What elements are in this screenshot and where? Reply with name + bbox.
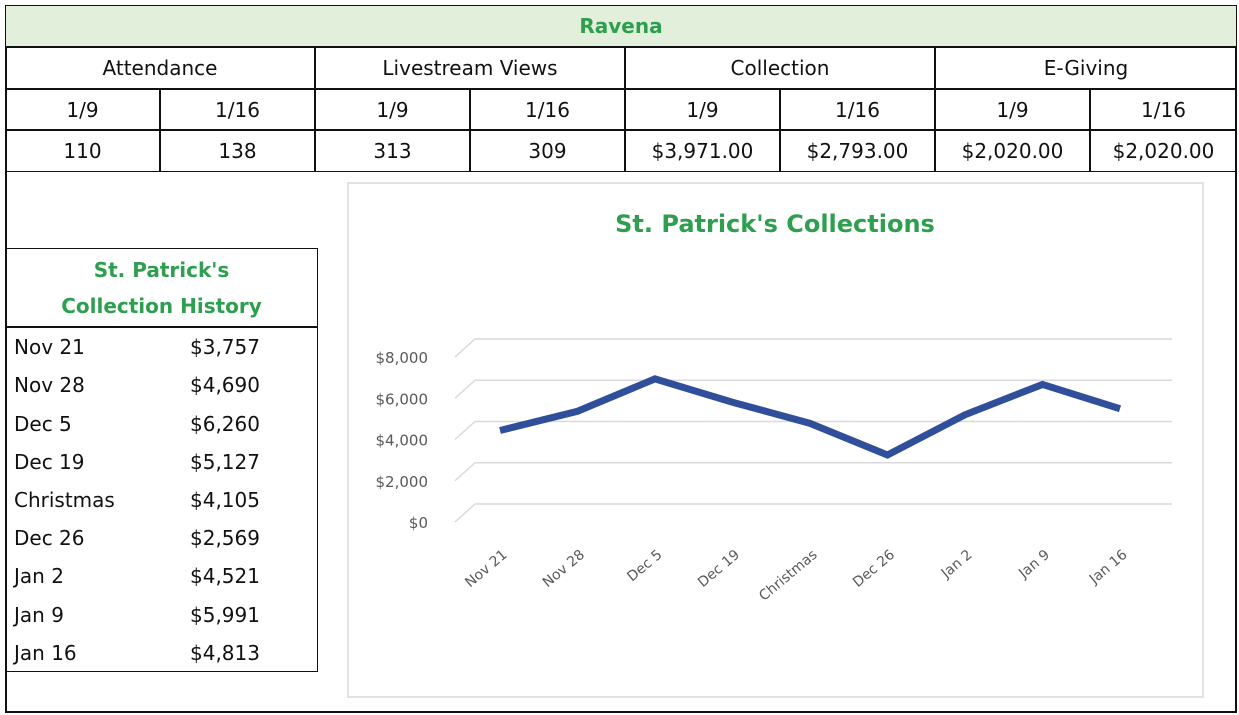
history-title: Collection History xyxy=(61,294,262,318)
grid-line xyxy=(454,462,1172,482)
date-cell: 1/16 xyxy=(780,89,935,130)
date-cell: 1/16 xyxy=(1090,89,1237,130)
value-cell: 138 xyxy=(160,130,315,172)
value-cell: 110 xyxy=(5,130,160,172)
group-header: Livestream Views xyxy=(315,47,625,89)
history-amount: $4,690 xyxy=(190,373,260,398)
value-cell: 313 xyxy=(315,130,470,172)
history-amount: $4,105 xyxy=(190,487,260,512)
history-label: Jan 2 xyxy=(14,564,64,589)
grid-line xyxy=(454,420,1172,441)
history-label: Christmas xyxy=(14,487,115,512)
history-amount: $6,260 xyxy=(190,411,260,436)
date-cell: 1/9 xyxy=(5,89,160,130)
history-label: Nov 21 xyxy=(14,335,85,360)
history-label: Jan 16 xyxy=(14,640,77,665)
value-cell: $2,020.00 xyxy=(1090,130,1237,172)
value-cell: $2,793.00 xyxy=(780,130,935,172)
y-tick-label: $4,000 xyxy=(376,432,429,450)
chart-title: St. Patrick's Collections xyxy=(615,210,935,238)
y-tick-label: $8,000 xyxy=(376,349,429,367)
grid-line xyxy=(454,379,1172,399)
history-amount: $3,757 xyxy=(190,335,260,360)
history-title: St. Patrick's xyxy=(93,258,230,282)
history-label: Jan 9 xyxy=(14,602,64,627)
history-amount: $4,521 xyxy=(190,564,260,589)
y-tick-label: $0 xyxy=(409,514,428,532)
date-cell: 1/9 xyxy=(315,89,470,130)
data-line xyxy=(499,375,1122,459)
grid-line xyxy=(454,338,1172,358)
history-label: Dec 26 xyxy=(14,526,85,551)
value-cell: $2,020.00 xyxy=(935,130,1090,172)
group-header: Collection xyxy=(625,47,935,89)
date-cell: 1/16 xyxy=(470,89,625,130)
grid-line xyxy=(454,503,1172,523)
history-amount: $5,991 xyxy=(190,602,260,627)
history-amount: $4,813 xyxy=(190,640,260,665)
y-tick-label: $2,000 xyxy=(376,473,429,491)
history-label: Dec 19 xyxy=(14,449,85,474)
date-cell: 1/9 xyxy=(935,89,1090,130)
y-tick-label: $6,000 xyxy=(376,390,429,408)
value-cell: 309 xyxy=(470,130,625,172)
title-cell: Ravena xyxy=(5,5,1237,47)
history-box xyxy=(5,248,318,672)
history-label: Dec 5 xyxy=(14,411,72,436)
value-cell: $3,971.00 xyxy=(625,130,780,172)
history-amount: $2,569 xyxy=(190,526,260,551)
date-cell: 1/16 xyxy=(160,89,315,130)
chart-frame xyxy=(347,182,1204,698)
history-amount: $5,127 xyxy=(190,449,260,474)
group-header: Attendance xyxy=(5,47,315,89)
history-label: Nov 28 xyxy=(14,373,85,398)
history-divider xyxy=(5,326,318,328)
group-header: E-Giving xyxy=(935,47,1237,89)
date-cell: 1/9 xyxy=(625,89,780,130)
